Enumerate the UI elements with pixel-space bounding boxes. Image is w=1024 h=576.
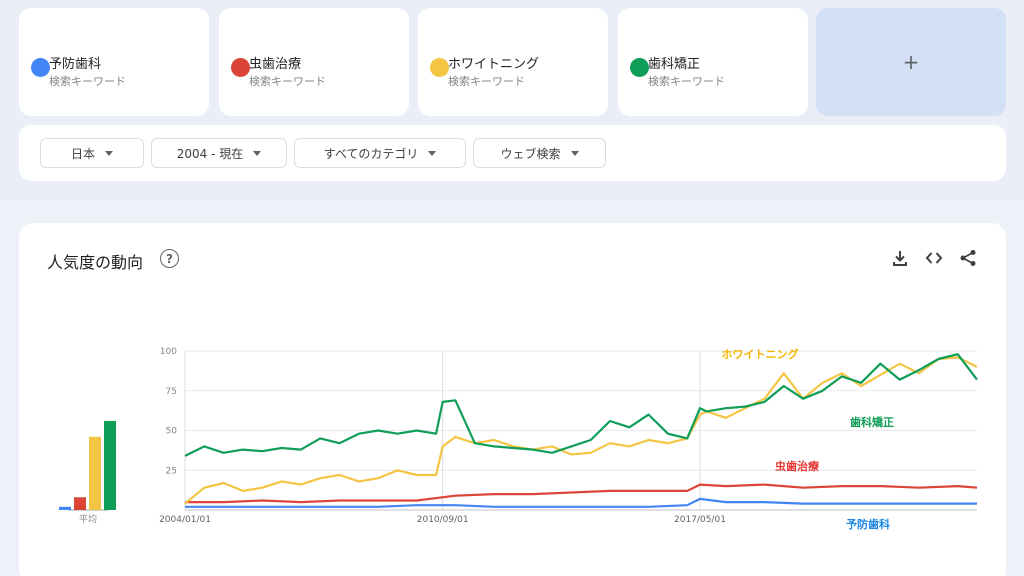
term-subtitle: 検索キーワード: [648, 75, 725, 88]
chart-grid: 100 75 50 25 2004/01/01 2010/09/01 2017/05/01: [159, 347, 977, 525]
y-tick-label: 75: [166, 387, 177, 397]
region-filter[interactable]: 日本: [40, 138, 144, 168]
x-tick-label: 2004/01/01: [159, 515, 211, 525]
series-label: 虫歯治療: [775, 459, 820, 473]
term-card-1[interactable]: 予防歯科 検索キーワード: [19, 8, 209, 116]
term-card-4[interactable]: 歯科矯正 検索キーワード: [618, 8, 808, 116]
add-term-button[interactable]: +: [816, 8, 1006, 116]
term-name: 予防歯科: [49, 57, 102, 72]
term-name: 虫歯治療: [249, 57, 302, 72]
caret-down-icon: [428, 150, 437, 156]
series-label: 歯科矯正: [850, 415, 894, 429]
term-name: ホワイトニング: [448, 57, 540, 72]
download-icon[interactable]: [889, 247, 911, 269]
y-tick-label: 100: [160, 347, 177, 357]
interest-over-time-card: [19, 223, 1006, 576]
period-filter[interactable]: 2004 - 現在: [151, 138, 287, 168]
average-bar: [89, 436, 101, 510]
x-tick-label: 2017/05/01: [674, 515, 726, 525]
caret-down-icon: [253, 150, 262, 156]
share-icon[interactable]: [957, 247, 979, 269]
series-line: [185, 483, 978, 504]
average-label: 平均: [79, 513, 97, 525]
embed-icon[interactable]: [923, 247, 945, 269]
series-line: [184, 356, 978, 505]
period-filter-label: 2004 - 現在: [176, 146, 244, 161]
y-tick-label: 50: [166, 427, 178, 437]
chart-title: 人気度の動向: [47, 253, 144, 272]
term-subtitle: 検索キーワード: [249, 75, 326, 88]
average-bar: [59, 506, 71, 510]
search-type-filter-label: ウェブ検索: [500, 146, 561, 161]
region-filter-label: 日本: [70, 146, 95, 161]
term-card-2[interactable]: 虫歯治療 検索キーワード: [219, 8, 409, 116]
filter-bar: 日本 2004 - 現在 すべてのカテゴリ ウェブ検索: [19, 125, 1006, 181]
term-subtitle: 検索キーワード: [448, 75, 525, 88]
category-filter-label: すべてのカテゴリ: [323, 146, 419, 161]
category-filter[interactable]: すべてのカテゴリ: [294, 138, 466, 168]
help-icon[interactable]: ?: [160, 249, 179, 268]
caret-down-icon: [105, 150, 113, 156]
series-line: [185, 497, 977, 508]
term-name: 歯科矯正: [648, 57, 701, 72]
chart-series: [184, 353, 978, 508]
series-label: ホワイトニング: [722, 347, 799, 361]
average-bar: [104, 420, 116, 510]
term-card-3[interactable]: ホワイトニング 検索キーワード: [418, 8, 608, 116]
plus-icon: +: [902, 50, 920, 74]
caret-down-icon: [570, 150, 579, 156]
average-bar: [74, 497, 86, 510]
term-color-dot: [630, 58, 649, 77]
term-color-dot: [231, 58, 250, 77]
y-tick-label: 25: [166, 466, 177, 476]
x-tick-label: 2010/09/01: [417, 515, 469, 525]
term-color-dot: [31, 58, 50, 77]
series-line: [184, 353, 978, 457]
average-bars: [59, 420, 116, 511]
term-subtitle: 検索キーワード: [49, 75, 126, 88]
search-type-filter[interactable]: ウェブ検索: [473, 138, 606, 168]
term-color-dot: [430, 58, 449, 77]
series-label: 予防歯科: [846, 517, 890, 531]
